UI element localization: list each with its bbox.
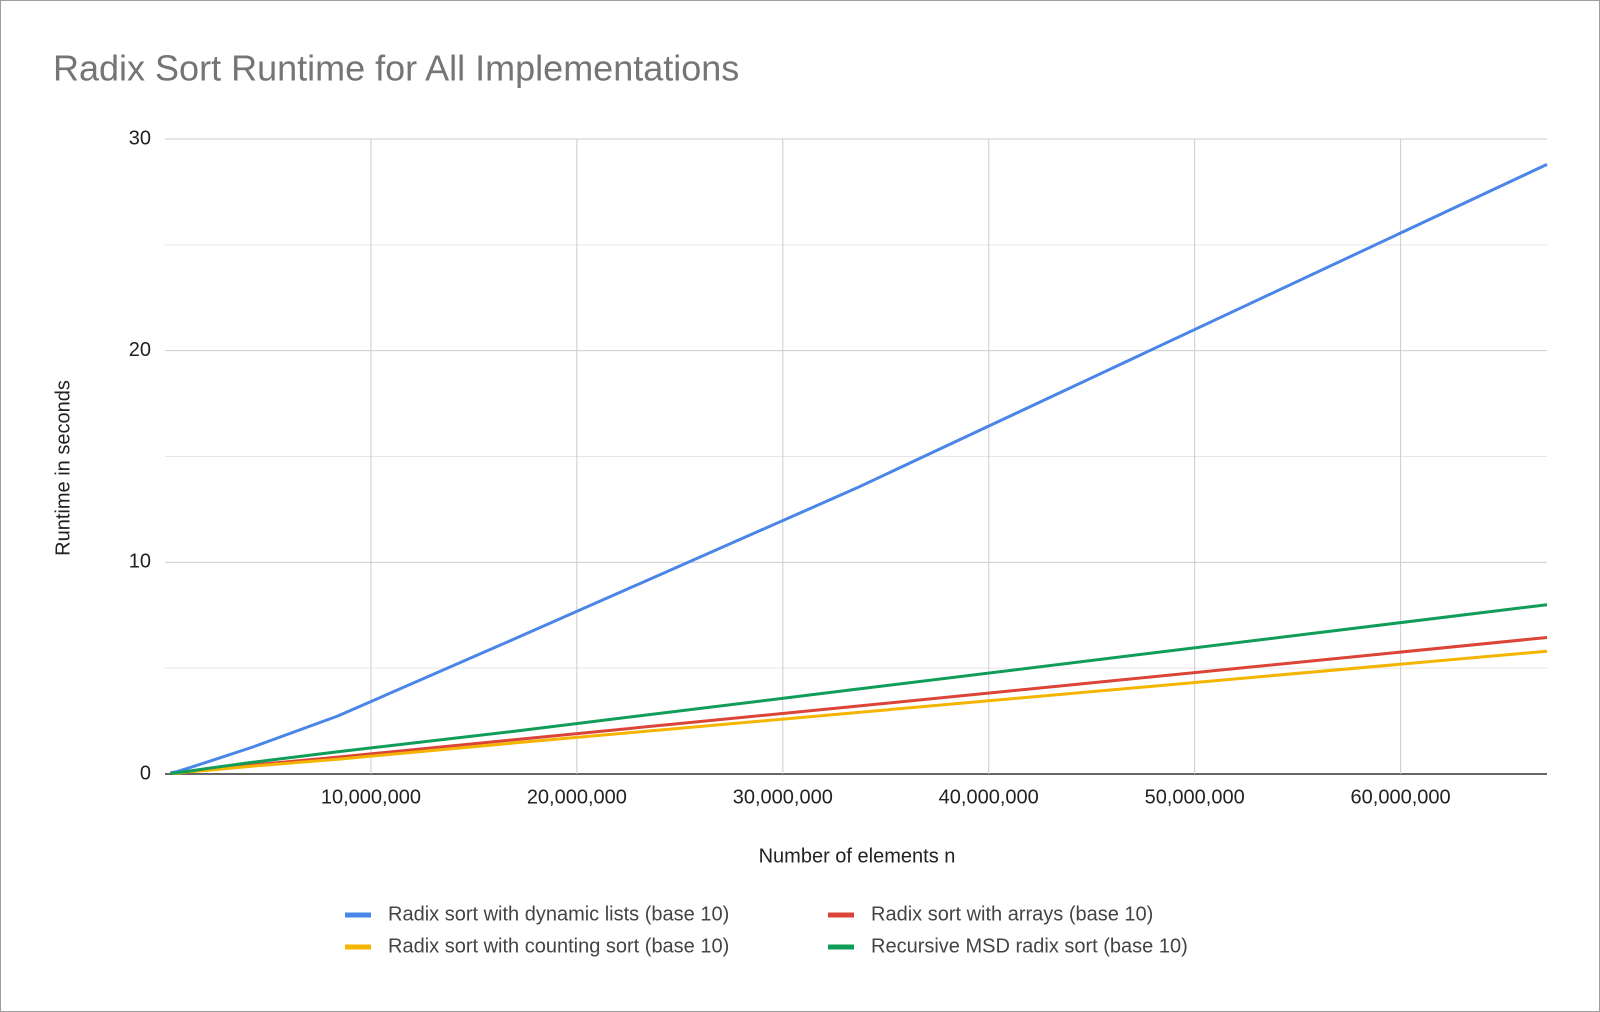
legend-label: Radix sort with dynamic lists (base 10) [388,903,729,925]
x-tick-label: 30,000,000 [733,786,833,808]
series-line [170,603,1548,776]
x-axis-label: Number of elements n [759,845,956,867]
y-tick-label: 10 [129,551,151,573]
chart-title: Radix Sort Runtime for All Implementatio… [53,48,739,89]
legend-label: Recursive MSD radix sort (base 10) [871,935,1188,957]
y-tick-label: 20 [129,339,151,361]
x-tick-label: 60,000,000 [1351,786,1451,808]
x-tick-label: 50,000,000 [1145,786,1245,808]
x-tick-label: 10,000,000 [321,786,421,808]
y-tick-label: 0 [140,762,151,784]
y-axis-label: Runtime in seconds [52,380,74,556]
series-line [170,163,1548,775]
x-tick-label: 40,000,000 [939,786,1039,808]
legend-label: Radix sort with arrays (base 10) [871,903,1153,925]
legend-label: Radix sort with counting sort (base 10) [388,935,729,957]
y-tick-label: 30 [129,127,151,149]
x-tick-label: 20,000,000 [527,786,627,808]
